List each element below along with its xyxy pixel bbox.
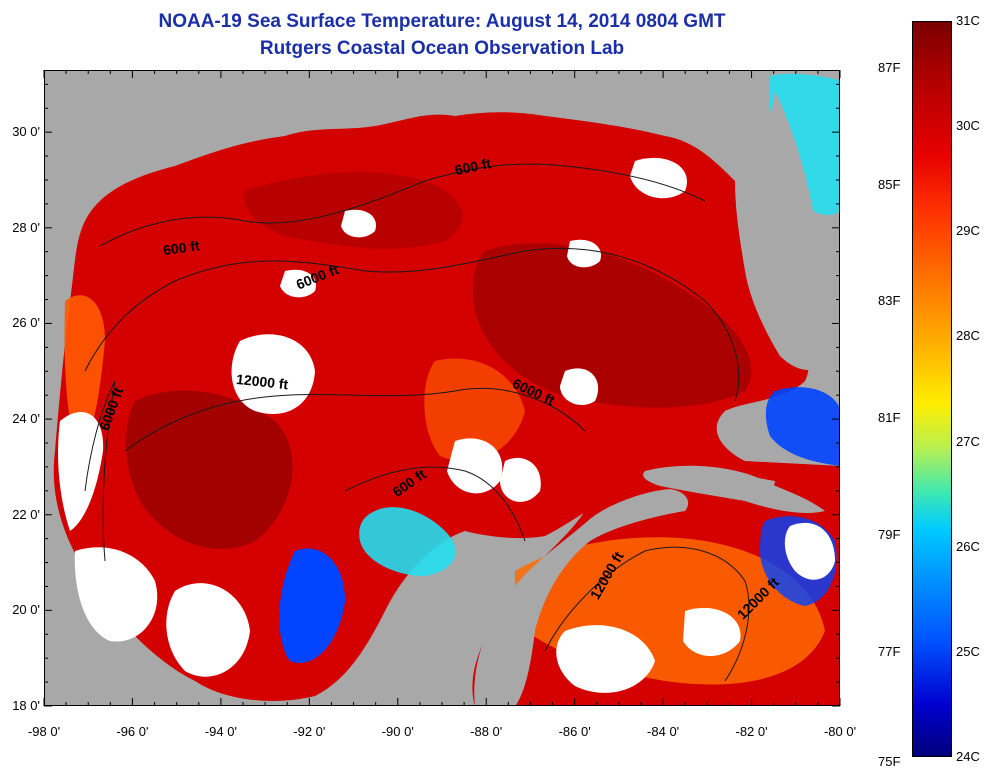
colorbar-fahrenheit-label: 83F	[878, 293, 901, 309]
cool-patch-campeche	[359, 507, 456, 576]
colorbar-celsius-label: 30C	[956, 118, 980, 134]
lon-label: -98 0'	[27, 724, 61, 739]
lon-label: -80 0'	[823, 724, 857, 739]
lat-label: 30 0'	[12, 124, 40, 140]
cloud-cover	[58, 157, 835, 693]
hot-core-east	[473, 243, 752, 408]
lon-label: -96 0'	[116, 724, 149, 739]
lon-label: -86 0'	[558, 724, 591, 739]
lon-label: -94 0'	[204, 724, 237, 739]
lat-label: 24 0'	[12, 411, 40, 427]
bathymetry-contours	[84, 163, 750, 682]
colorbar-fahrenheit-label: 75F	[878, 754, 901, 769]
colorbar-celsius-label: 31C	[956, 13, 980, 28]
florida-land	[735, 91, 825, 371]
chart-subtitle: Rutgers Coastal Ocean Observation Lab	[259, 38, 625, 59]
colorbar-celsius-label: 28C	[956, 328, 980, 344]
colorbar-fahrenheit-label: 85F	[878, 176, 901, 192]
temperature-colorbar	[912, 21, 952, 757]
colorbar-celsius-label: 29C	[956, 223, 980, 239]
warm-patch-2	[424, 358, 525, 461]
contour-label: 12000 ft	[235, 371, 289, 392]
colorbar-celsius-label: 26C	[956, 538, 980, 554]
lon-label: -84 0'	[647, 724, 680, 739]
lat-label: 22 0'	[12, 506, 40, 522]
lon-label: -92 0'	[293, 724, 326, 739]
colorbar-fahrenheit-label: 77F	[878, 643, 901, 659]
chart-title: NOAA-19 Sea Surface Temperature: August …	[158, 11, 726, 32]
contour-label: 600 ft	[453, 155, 492, 178]
lat-label: 18 0'	[12, 698, 40, 713]
lat-label: 20 0'	[12, 602, 40, 618]
warm-patch-1	[64, 295, 105, 451]
cool-patch-yucatan-west	[279, 548, 345, 663]
colorbar-fahrenheit-label: 79F	[878, 527, 901, 543]
sst-map: 600 ft 600 ft 6000 ft 6000 ft 12000 ft 6000 f…	[44, 70, 840, 706]
colorbar-fahrenheit-label: 81F	[878, 410, 901, 426]
colorbar-celsius-label: 25C	[956, 643, 980, 659]
lat-label: 26 0'	[12, 315, 40, 331]
lon-label: -90 0'	[381, 724, 414, 739]
colorbar-fahrenheit-label: 87F	[878, 59, 901, 75]
colorbar-celsius-label: 27C	[956, 433, 980, 449]
colorbar-celsius-label: 24C	[956, 749, 980, 764]
cool-patch-cuba	[765, 387, 839, 466]
yucatan-land	[474, 489, 689, 705]
cool-patch-florida	[769, 73, 839, 215]
hot-core-west	[125, 390, 293, 549]
contour-label: 600 ft	[162, 237, 201, 258]
cuba-land	[643, 465, 825, 513]
lon-label: -82 0'	[735, 724, 768, 739]
lat-label: 28 0'	[12, 219, 40, 235]
lon-label: -88 0'	[470, 724, 503, 739]
